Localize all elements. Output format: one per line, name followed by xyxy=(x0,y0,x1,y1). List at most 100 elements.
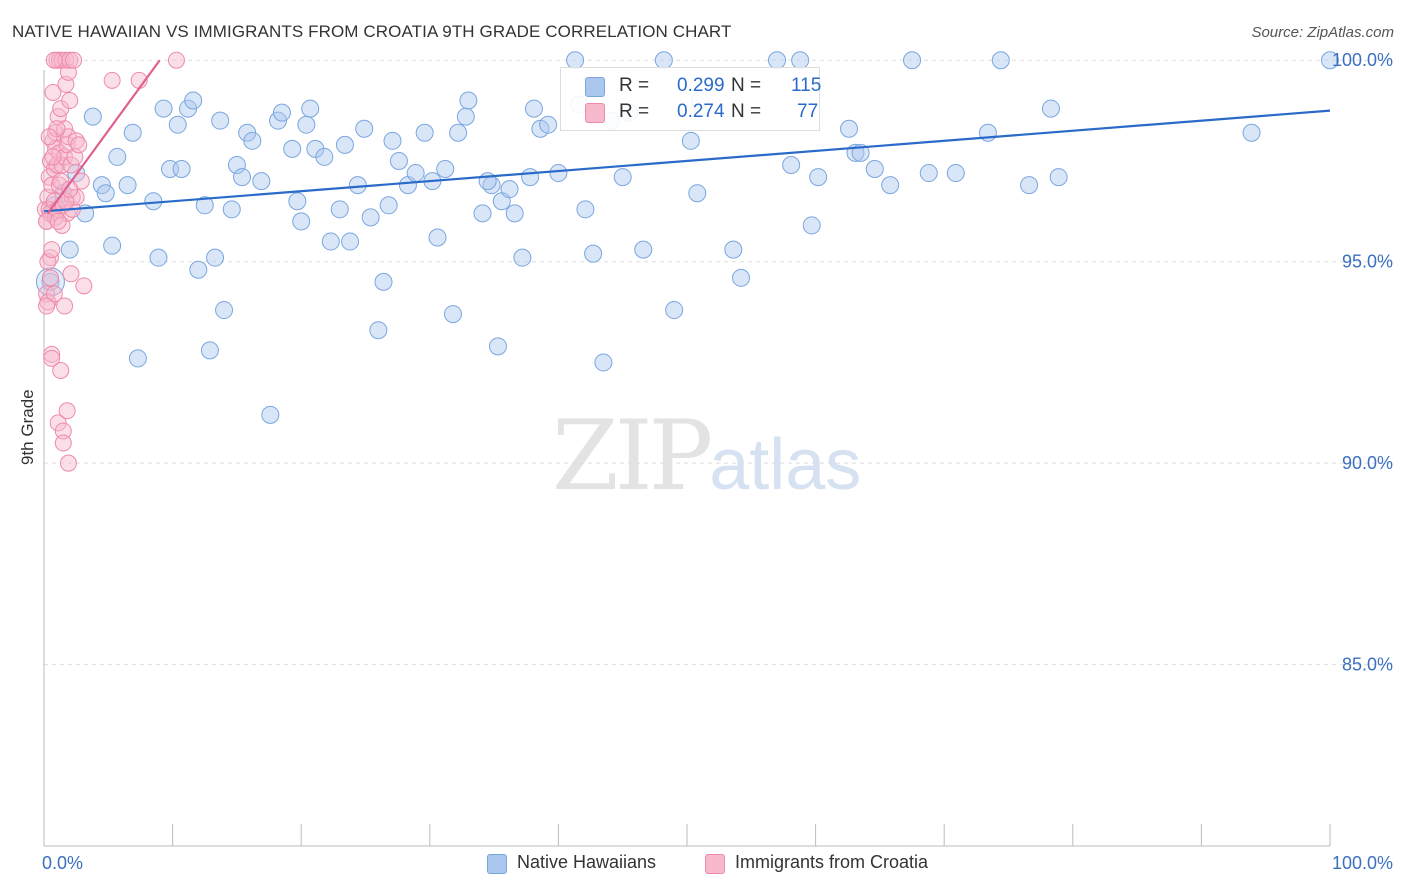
data-point-native-hawaiians xyxy=(732,268,751,287)
data-point-native-hawaiians xyxy=(436,160,455,179)
swatch-native-hawaiians xyxy=(585,77,605,97)
data-point-native-hawaiians xyxy=(272,103,291,122)
data-point-native-hawaiians xyxy=(118,176,137,195)
chart-title: NATIVE HAWAIIAN VS IMMIGRANTS FROM CROAT… xyxy=(12,22,732,41)
data-point-native-hawaiians xyxy=(361,208,380,227)
data-point-native-hawaiians xyxy=(473,204,492,223)
grid-lines xyxy=(44,59,1394,666)
data-point-native-hawaiians xyxy=(802,216,821,235)
data-point-native-hawaiians xyxy=(292,212,311,231)
data-point-native-hawaiians xyxy=(634,240,653,259)
data-point-croatia xyxy=(54,422,72,440)
data-point-croatia xyxy=(75,277,93,295)
data-point-native-hawaiians xyxy=(252,172,271,191)
y-tick-label: 90.0% xyxy=(1342,453,1393,473)
data-point-croatia xyxy=(59,454,77,472)
legend-swatch-blue xyxy=(487,854,507,874)
data-point-native-hawaiians xyxy=(189,260,208,279)
data-point-native-hawaiians xyxy=(724,240,743,259)
y-axis-label: 9th Grade xyxy=(18,389,37,465)
data-point-croatia xyxy=(44,83,62,101)
watermark-zip: ZIP xyxy=(552,400,713,512)
data-point-native-hawaiians xyxy=(903,51,922,70)
data-point-native-hawaiians xyxy=(524,99,543,118)
data-point-native-hawaiians xyxy=(488,337,507,356)
swatch-croatia xyxy=(585,103,605,123)
data-point-native-hawaiians xyxy=(415,123,434,142)
data-point-native-hawaiians xyxy=(369,321,388,340)
data-point-native-hawaiians xyxy=(321,232,340,251)
watermark: ZIPatlas xyxy=(552,400,861,512)
data-point-native-hawaiians xyxy=(389,151,408,170)
data-point-croatia xyxy=(58,402,76,420)
data-point-native-hawaiians xyxy=(60,240,79,259)
data-point-native-hawaiians xyxy=(374,272,393,291)
data-point-croatia xyxy=(38,297,56,315)
data-point-croatia xyxy=(43,241,61,259)
native-hawaiians-points xyxy=(35,51,1339,424)
legend-swatch-pink xyxy=(705,854,725,874)
data-point-native-hawaiians xyxy=(513,248,532,267)
data-point-native-hawaiians xyxy=(584,244,603,263)
x-tick-label-min: 0.0% xyxy=(42,853,83,873)
n-label: N = xyxy=(731,101,762,122)
data-point-native-hawaiians xyxy=(222,200,241,219)
data-point-native-hawaiians xyxy=(215,301,234,320)
trend-lines xyxy=(43,59,1331,214)
data-point-croatia xyxy=(38,212,56,230)
y-tick-label: 85.0% xyxy=(1342,655,1393,675)
data-point-croatia xyxy=(61,180,79,198)
data-point-native-hawaiians xyxy=(123,123,142,142)
data-point-native-hawaiians xyxy=(211,111,230,130)
legend-label: Native Hawaiians xyxy=(517,852,657,872)
data-point-native-hawaiians xyxy=(103,236,122,255)
data-point-native-hawaiians xyxy=(149,248,168,267)
data-point-native-hawaiians xyxy=(521,168,540,187)
x-tick-label-max: 100.0% xyxy=(1332,853,1393,873)
data-point-native-hawaiians xyxy=(283,139,302,158)
n-value: 77 xyxy=(797,101,819,122)
data-point-croatia xyxy=(62,156,80,174)
data-point-native-hawaiians xyxy=(449,123,468,142)
data-point-native-hawaiians xyxy=(195,196,214,215)
data-point-native-hawaiians xyxy=(233,168,252,187)
data-point-native-hawaiians xyxy=(108,147,127,166)
legend-label: Immigrants from Croatia xyxy=(735,852,929,872)
tick-labels: 85.0% 90.0% 95.0% 100.0% 0.0% 100.0% xyxy=(42,50,1393,873)
data-point-native-hawaiians xyxy=(505,204,524,223)
trend-line-croatia xyxy=(46,59,161,214)
data-point-native-hawaiians xyxy=(1041,99,1060,118)
data-point-native-hawaiians xyxy=(1321,51,1339,70)
data-point-native-hawaiians xyxy=(428,228,447,247)
r-label: R = xyxy=(619,101,650,122)
data-point-native-hawaiians xyxy=(946,164,965,183)
axes xyxy=(43,70,1331,847)
data-point-native-hawaiians xyxy=(297,115,316,134)
data-point-croatia xyxy=(65,51,83,69)
data-point-native-hawaiians xyxy=(809,168,828,187)
data-point-native-hawaiians xyxy=(576,200,595,219)
data-point-croatia xyxy=(45,285,63,303)
data-point-native-hawaiians xyxy=(243,131,262,150)
data-point-native-hawaiians xyxy=(443,305,462,324)
data-point-croatia xyxy=(54,434,72,452)
data-point-native-hawaiians xyxy=(1049,168,1068,187)
data-point-native-hawaiians xyxy=(840,119,859,138)
data-point-native-hawaiians xyxy=(172,160,191,179)
trend-line-native-hawaiians xyxy=(43,109,1331,213)
data-point-croatia xyxy=(44,148,62,166)
data-point-croatia xyxy=(56,297,74,315)
data-point-native-hawaiians xyxy=(383,131,402,150)
data-point-croatia xyxy=(62,265,80,283)
data-point-native-hawaiians xyxy=(227,155,246,174)
data-point-croatia xyxy=(43,349,61,367)
data-point-native-hawaiians xyxy=(613,168,632,187)
data-point-native-hawaiians xyxy=(456,107,475,126)
data-point-croatia xyxy=(49,212,67,230)
data-point-native-hawaiians xyxy=(919,164,938,183)
data-point-native-hawaiians xyxy=(681,131,700,150)
r-label: R = xyxy=(619,75,650,96)
data-point-native-hawaiians xyxy=(315,147,334,166)
data-point-croatia xyxy=(167,51,185,69)
